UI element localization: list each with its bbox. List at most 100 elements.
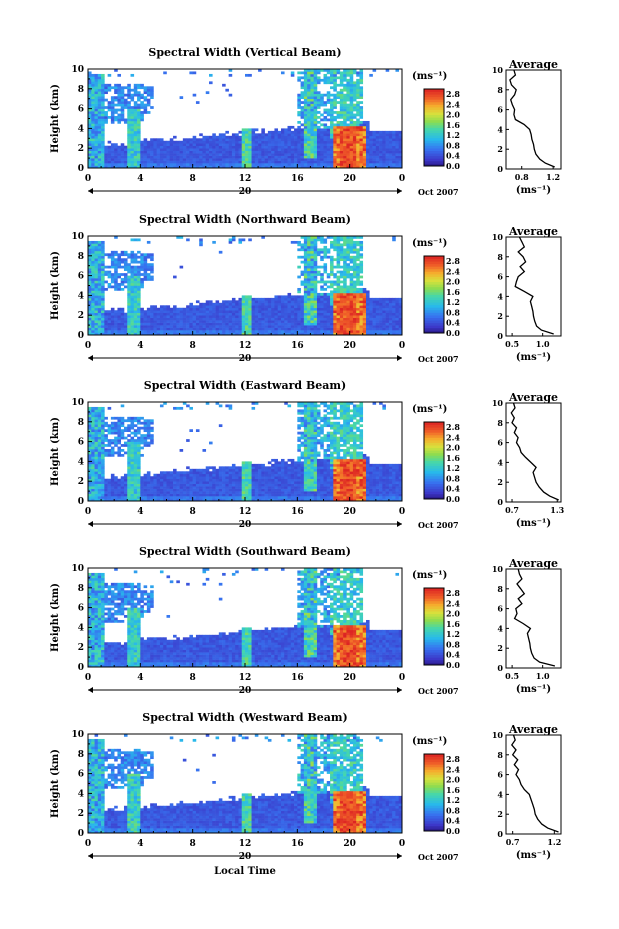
heatmap-cell <box>120 421 125 425</box>
heatmap-cell <box>287 138 292 142</box>
heatmap-cell <box>264 138 269 142</box>
heatmap-cell <box>316 160 321 164</box>
heatmap-cell <box>303 322 308 326</box>
heatmap-cell <box>133 125 138 129</box>
heatmap-cell <box>300 138 305 142</box>
heatmap-cell <box>156 143 161 147</box>
heatmap-cell <box>258 155 262 159</box>
date-line-arrow-left <box>88 355 93 361</box>
heatmap-cell <box>307 135 311 139</box>
heatmap-cell <box>307 305 311 309</box>
heatmap-cell <box>313 108 318 112</box>
heatmap-cell <box>153 317 157 321</box>
heatmap-cell <box>225 327 229 331</box>
heatmap-cell <box>150 421 154 425</box>
heatmap-cell <box>297 302 301 306</box>
heatmap-cell <box>97 158 102 161</box>
heatmap-cell <box>343 280 347 284</box>
heatmap-cell <box>343 273 347 276</box>
heatmap-cell <box>346 78 350 82</box>
heatmap-cell <box>130 140 135 144</box>
heatmap-cell <box>362 165 367 169</box>
heatmap-cell <box>133 116 138 119</box>
heatmap-cell <box>104 498 108 502</box>
heatmap-cell <box>346 245 350 249</box>
heatmap-cell <box>192 310 197 314</box>
heatmap-cell <box>91 466 95 470</box>
heatmap-cell <box>372 150 377 154</box>
heatmap-cell <box>159 305 164 309</box>
heatmap-cell <box>127 292 131 296</box>
heatmap-cell <box>104 310 108 314</box>
heatmap-cell <box>199 315 203 318</box>
heatmap-cell <box>310 96 314 99</box>
heatmap-cell <box>258 165 262 169</box>
heatmap-cell <box>320 135 324 139</box>
heatmap-cell <box>245 150 249 154</box>
heatmap-cell <box>366 150 370 154</box>
heatmap-cell <box>343 128 347 132</box>
heatmap-cell <box>212 302 216 306</box>
heatmap-cell <box>91 332 95 336</box>
heatmap-cell <box>346 287 350 291</box>
heatmap-cell <box>146 111 151 114</box>
heatmap-cell <box>123 322 128 326</box>
heatmap-cell <box>261 148 265 151</box>
heatmap-cell <box>313 248 318 252</box>
heatmap-cell <box>104 439 108 442</box>
heatmap-cell <box>130 463 135 467</box>
heatmap-cell <box>88 463 92 467</box>
heatmap-cell <box>222 305 226 309</box>
heatmap-cell <box>130 327 135 331</box>
heatmap-cell <box>343 268 347 271</box>
heatmap-cell <box>366 120 370 124</box>
heatmap-cell <box>133 128 138 132</box>
heatmap-cell <box>88 250 92 254</box>
heatmap-cell <box>375 327 380 331</box>
heatmap-cell <box>359 153 364 156</box>
heatmap-cell <box>101 471 105 475</box>
heatmap-cell <box>248 320 252 323</box>
heatmap-cell <box>150 138 154 142</box>
heatmap-cell <box>346 330 350 333</box>
heatmap-cell <box>137 165 141 169</box>
heatmap-cell <box>114 287 118 291</box>
heatmap-cell <box>352 240 357 244</box>
heatmap-cell <box>385 305 390 309</box>
heatmap-cell <box>150 150 154 154</box>
heatmap-cell <box>245 135 249 139</box>
heatmap-cell <box>166 165 171 169</box>
heatmap-cell <box>133 481 138 484</box>
heatmap-cell <box>375 325 380 328</box>
heatmap-cell <box>359 300 364 304</box>
heatmap-cell <box>248 310 252 314</box>
heatmap-cell <box>366 305 370 309</box>
heatmap-cell <box>189 302 193 306</box>
heatmap-cell <box>235 160 239 164</box>
heatmap-cell <box>395 330 400 333</box>
heatmap-cell <box>101 153 105 156</box>
heatmap-cell <box>94 253 99 257</box>
heatmap-cell <box>166 491 171 494</box>
heatmap-cell <box>316 125 321 129</box>
heatmap-cell <box>267 330 272 333</box>
heatmap-cell <box>382 297 386 301</box>
heatmap-cell <box>300 113 305 117</box>
heatmap-cell <box>101 409 105 413</box>
heatmap-cell <box>133 270 138 274</box>
heatmap-cell <box>326 255 331 259</box>
heatmap-cell <box>271 148 275 151</box>
heatmap-cell <box>294 135 298 139</box>
heatmap-cell <box>323 295 328 299</box>
heatmap-cell <box>159 163 164 166</box>
heatmap-cell <box>156 488 161 492</box>
heatmap-cell <box>251 145 256 149</box>
heatmap-cell <box>264 312 269 316</box>
heatmap-cell <box>313 332 318 336</box>
heatmap-cell <box>349 238 354 242</box>
heatmap-cell <box>110 453 115 457</box>
heatmap-cell <box>150 498 154 502</box>
heatmap-cell <box>107 486 112 489</box>
heatmap-cell <box>356 106 360 109</box>
heatmap-cell <box>101 128 105 132</box>
